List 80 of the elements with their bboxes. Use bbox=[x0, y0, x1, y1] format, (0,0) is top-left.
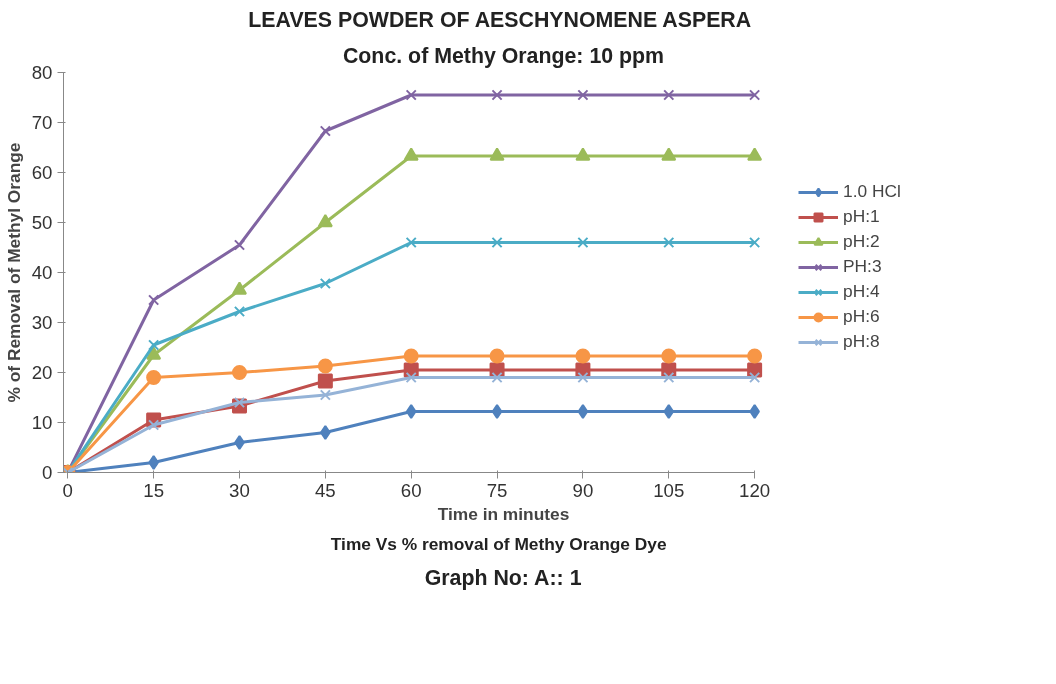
point bbox=[491, 236, 503, 249]
legend-label: pH:4 bbox=[843, 281, 880, 302]
point bbox=[317, 213, 333, 228]
point bbox=[148, 339, 160, 351]
point bbox=[749, 236, 761, 249]
point bbox=[489, 348, 505, 364]
x-tick-label: 75 bbox=[486, 479, 508, 501]
y-tick-label: 80 bbox=[31, 62, 53, 83]
point bbox=[233, 305, 246, 318]
y-axis-title: % of Removal of Methyl Orange bbox=[3, 142, 24, 403]
point bbox=[661, 348, 677, 364]
point bbox=[747, 348, 763, 364]
point bbox=[491, 371, 503, 384]
point bbox=[575, 348, 591, 364]
point bbox=[234, 435, 245, 450]
x-tick-label: 105 bbox=[653, 479, 685, 501]
point bbox=[146, 346, 162, 360]
legend-label: PH:3 bbox=[843, 256, 882, 277]
x-axis-title: Time in minutes bbox=[437, 503, 570, 524]
point bbox=[749, 89, 761, 101]
y-tick-label: 50 bbox=[31, 212, 53, 233]
point bbox=[405, 89, 417, 101]
point bbox=[663, 404, 675, 419]
point bbox=[749, 404, 760, 419]
point bbox=[491, 404, 503, 419]
x-tick-label: 120 bbox=[739, 479, 771, 501]
point bbox=[319, 389, 331, 401]
legend-label: pH:8 bbox=[843, 331, 880, 352]
point bbox=[233, 396, 246, 409]
chart-title: LEAVES POWDER OF AESCHYNOMENE ASPERA bbox=[248, 7, 752, 32]
y-tick-label: 30 bbox=[31, 312, 53, 333]
y-tick-label: 60 bbox=[31, 162, 53, 183]
point bbox=[320, 425, 331, 440]
point bbox=[405, 236, 417, 249]
y-tick-label: 70 bbox=[31, 112, 53, 133]
y-tick-label: 0 bbox=[42, 462, 53, 483]
point bbox=[232, 365, 247, 380]
chart-subtitle: Conc. of Methy Orange: 10 ppm bbox=[342, 43, 665, 68]
point bbox=[233, 239, 246, 251]
point bbox=[232, 281, 247, 295]
point bbox=[148, 455, 159, 470]
point bbox=[663, 236, 675, 249]
point bbox=[405, 371, 417, 384]
point bbox=[663, 89, 675, 101]
text: Time Vs % removal of Methy Orange Dye bbox=[330, 533, 667, 554]
x-tick-label: 0 bbox=[62, 479, 73, 501]
legend-label: 1.0 HCl bbox=[843, 181, 901, 202]
point bbox=[575, 147, 591, 161]
point bbox=[405, 404, 417, 419]
point bbox=[317, 358, 333, 374]
legend-label: pH:1 bbox=[843, 206, 880, 227]
point bbox=[319, 125, 331, 137]
legend-label: pH:6 bbox=[843, 306, 880, 327]
point bbox=[577, 404, 589, 419]
point bbox=[148, 294, 160, 306]
x-tick-label: 90 bbox=[572, 479, 594, 501]
point bbox=[403, 147, 419, 161]
point bbox=[577, 236, 589, 249]
point bbox=[577, 89, 589, 101]
point bbox=[577, 371, 589, 384]
y-tick-label: 10 bbox=[31, 412, 53, 433]
y-tick-label: 20 bbox=[31, 362, 53, 383]
point bbox=[663, 371, 675, 384]
x-tick-label: 30 bbox=[229, 479, 250, 501]
text: Graph No: A:: 1 bbox=[424, 565, 582, 590]
point bbox=[146, 370, 162, 385]
point bbox=[491, 89, 503, 101]
point bbox=[661, 147, 677, 161]
point bbox=[148, 419, 160, 431]
y-tick-label: 40 bbox=[31, 262, 53, 283]
legend-label: pH:2 bbox=[843, 231, 880, 252]
point bbox=[749, 371, 761, 384]
point bbox=[319, 277, 331, 290]
x-tick-label: 15 bbox=[143, 479, 165, 501]
point bbox=[489, 147, 505, 161]
x-tick-label: 45 bbox=[314, 479, 336, 501]
x-tick-label: 60 bbox=[400, 479, 422, 501]
point bbox=[317, 373, 333, 389]
point bbox=[747, 147, 763, 161]
point bbox=[403, 348, 419, 364]
